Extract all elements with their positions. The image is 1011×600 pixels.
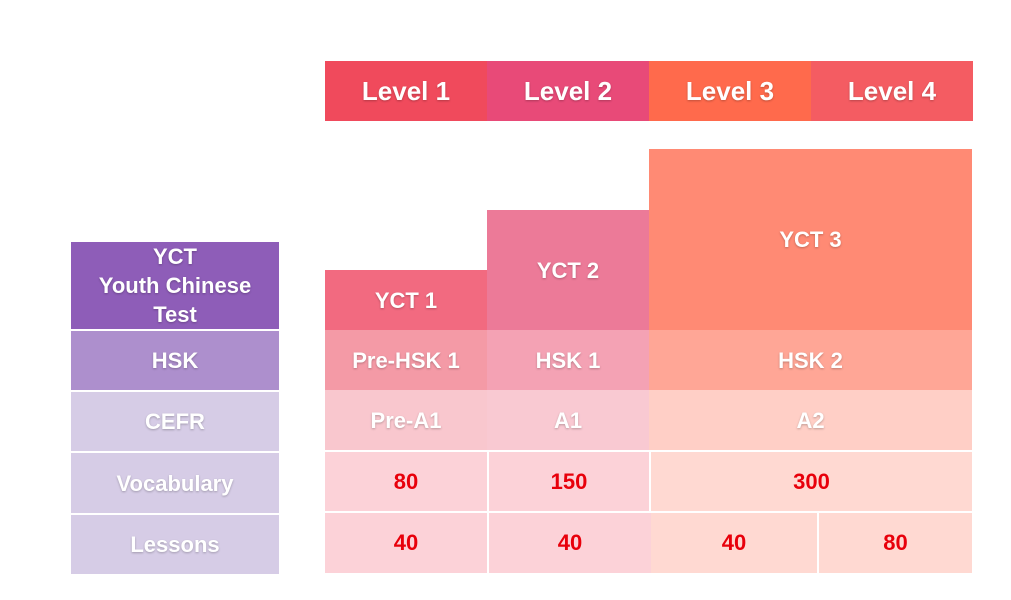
yct-2-cell: YCT 2 <box>487 210 649 330</box>
lessons-level-2-cell: 40 <box>487 511 651 573</box>
lessons-level-4-cell: 80 <box>817 511 972 573</box>
hsk-pre-hsk-1-cell: Pre-HSK 1 <box>325 330 487 390</box>
level-1-header: Level 1 <box>325 61 487 121</box>
row-label-yct-line-3: Test <box>153 302 197 327</box>
cefr-pre-a1-cell: Pre-A1 <box>325 390 487 450</box>
row-label-cefr: CEFR <box>71 392 279 453</box>
level-4-header: Level 4 <box>811 61 973 121</box>
row-label-yct-line-1: YCT <box>153 244 197 269</box>
yct-3-cell: YCT 3 <box>649 149 972 330</box>
level-2-header: Level 2 <box>487 61 649 121</box>
row-label-vocabulary: Vocabulary <box>71 453 279 515</box>
yct-1-cell: YCT 1 <box>325 270 487 330</box>
cefr-a1-cell: A1 <box>487 390 649 450</box>
vocabulary-level-2-cell: 150 <box>487 450 649 511</box>
lessons-level-1-cell: 40 <box>325 511 487 573</box>
row-label-yct-line-2: Youth Chinese <box>98 273 252 298</box>
vocabulary-level-3-4-cell: 300 <box>649 450 972 511</box>
cefr-a2-cell: A2 <box>649 390 972 450</box>
hsk-1-cell: HSK 1 <box>487 330 649 390</box>
row-label-hsk: HSK <box>71 331 279 392</box>
row-label-lessons: Lessons <box>71 515 279 574</box>
level-3-header: Level 3 <box>649 61 811 121</box>
hsk-2-cell: HSK 2 <box>649 330 972 390</box>
vocabulary-level-1-cell: 80 <box>325 450 487 511</box>
lessons-level-3-cell: 40 <box>651 511 817 573</box>
row-label-yct: YCT Youth Chinese Test <box>71 242 279 331</box>
